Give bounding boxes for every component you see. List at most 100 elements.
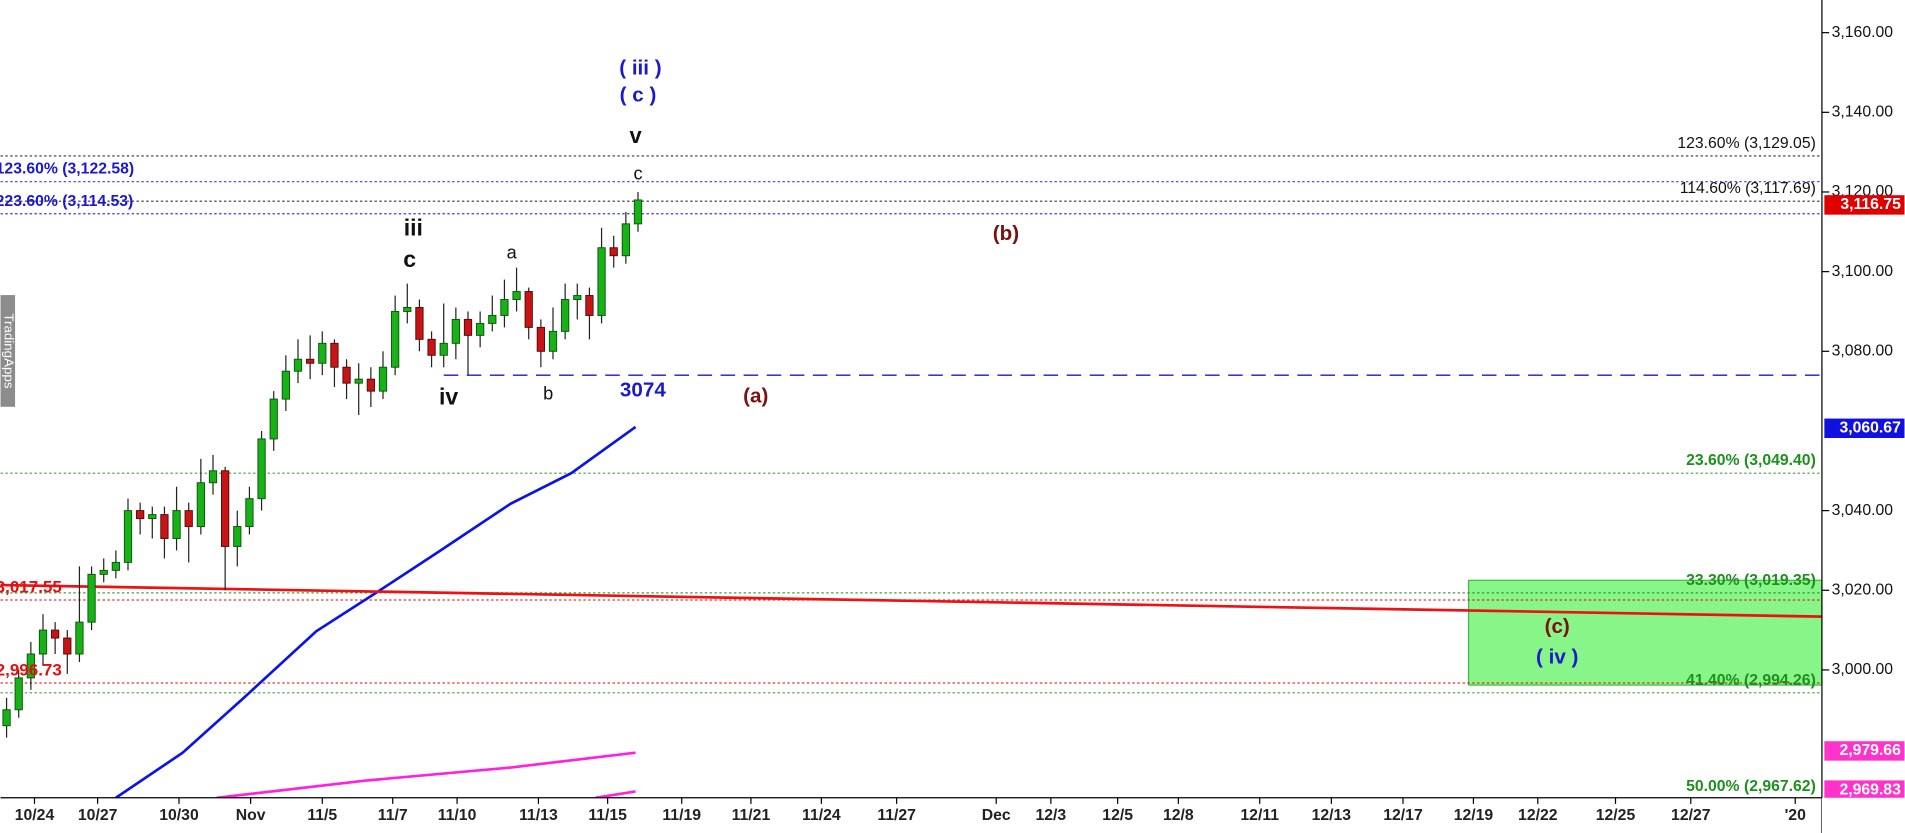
x-tick-label: 12/8: [1163, 807, 1194, 824]
candle-body: [330, 342, 339, 368]
level-label: 50.00% (2,967.62): [1686, 778, 1816, 795]
candle-body: [306, 358, 315, 364]
side-tab: [0, 295, 16, 407]
y-tick-label: 3,160.00: [1832, 24, 1894, 41]
candle-body: [439, 342, 448, 356]
candle-body: [14, 677, 23, 711]
x-tick-label: 11/24: [802, 807, 841, 824]
candle-body: [561, 299, 570, 332]
x-tick-label: 12/5: [1102, 807, 1133, 824]
wave-label: v: [629, 123, 642, 148]
level-label: 41.40% (2,994.26): [1686, 672, 1816, 689]
candle-body: [403, 306, 412, 312]
candle-body: [38, 629, 48, 655]
candle-body: [354, 378, 363, 384]
candle-body: [269, 398, 278, 440]
candle-body: [597, 247, 606, 316]
price-tag-label: 3,060.67: [1839, 419, 1901, 436]
candle-body: [136, 510, 145, 520]
candle-body: [548, 330, 558, 352]
candle-body: [281, 370, 290, 400]
level-label: 3,017.55: [0, 577, 62, 596]
level-label: 123.60% (3,122.58): [0, 161, 134, 178]
candle-body: [196, 482, 205, 528]
x-tick-label: 11/5: [307, 807, 337, 824]
x-tick-label: 10/24: [15, 807, 55, 824]
overlay-line: [216, 751, 636, 798]
overlay-line: [0, 583, 1822, 618]
candle-body: [366, 378, 375, 392]
candle-body: [427, 338, 436, 356]
price-tag: [1824, 780, 1905, 800]
axis-corner: [1821, 797, 1905, 833]
candle-body: [318, 342, 327, 364]
wave-label: b: [543, 383, 553, 403]
x-tick-label: Dec: [982, 807, 1011, 824]
x-tick-label: 12/27: [1671, 807, 1711, 824]
wave-label: iv: [439, 383, 458, 409]
support-label: 3074: [620, 378, 666, 401]
candle-body: [500, 299, 509, 316]
x-tick-label: 11/10: [438, 807, 477, 824]
candle-body: [99, 569, 108, 575]
y-tick-label: 3,080.00: [1832, 342, 1894, 359]
candle-body: [488, 314, 497, 324]
level-label: 23.60% (3,049.40): [1686, 452, 1816, 469]
x-tick-label: 12/22: [1518, 807, 1558, 824]
candle-body: [391, 310, 400, 368]
wave-label: iii: [404, 215, 423, 241]
y-tick-label: 3,100.00: [1832, 263, 1894, 280]
level-label: 33.30% (3,019.35): [1686, 572, 1816, 589]
price-tag: [1824, 418, 1905, 439]
candle-body: [257, 438, 266, 500]
x-tick-label: 11/27: [877, 807, 916, 824]
overlay-layer: 123.60% (3,129.05) 123.60% (3,122.58) 114.…: [0, 57, 1816, 795]
y-tick-label: 3,140.00: [1832, 103, 1894, 120]
x-tick-label: 12/13: [1312, 807, 1352, 824]
candle-body: [63, 637, 72, 655]
wave-label: c: [633, 164, 642, 184]
candle-body: [609, 247, 618, 257]
wave-label: (c): [1545, 615, 1570, 638]
x-tick-label: 10/27: [78, 807, 118, 824]
wave-label: c: [403, 246, 416, 272]
price-tag: [1824, 195, 1905, 215]
candle-body: [293, 358, 303, 372]
wave-label: a: [507, 243, 518, 263]
x-tick-label: 11/15: [588, 807, 627, 824]
candle-body: [26, 653, 35, 679]
x-tick-label: 12/11: [1240, 807, 1279, 824]
x-tick-label: Nov: [236, 807, 266, 824]
x-tick-label: 11/21: [732, 807, 771, 824]
x-tick-label: 11/19: [662, 807, 701, 824]
x-tick-label: '20: [1785, 807, 1807, 824]
candle-body: [633, 199, 643, 225]
candle-body: [111, 561, 120, 571]
candle-body: [221, 470, 230, 547]
candle-body: [148, 514, 157, 520]
level-label: 123.60% (3,129.05): [1677, 135, 1816, 152]
candle-body: [512, 291, 521, 301]
y-tick-label: 3,040.00: [1832, 502, 1894, 519]
price-tag-label: 2,969.83: [1839, 781, 1901, 798]
price-tag: [1824, 741, 1905, 761]
level-label: 223.60% (3,114.53): [0, 193, 133, 210]
candle-body: [245, 498, 254, 528]
candle-body: [524, 291, 533, 328]
candle-body: [2, 709, 11, 727]
side-tab-label: TradingApps: [1, 313, 16, 388]
candle-body: [51, 629, 60, 639]
candle-body: [184, 510, 193, 528]
candle-body: [415, 306, 424, 340]
candle-body: [172, 510, 181, 539]
candle-body: [573, 295, 582, 301]
x-tick-label: 12/17: [1383, 807, 1423, 824]
candle-body: [208, 470, 218, 484]
wave-label: ( c ): [620, 83, 657, 106]
candle-body: [451, 318, 460, 344]
x-tick-label: 11/7: [378, 807, 408, 824]
candle-body: [342, 366, 351, 384]
